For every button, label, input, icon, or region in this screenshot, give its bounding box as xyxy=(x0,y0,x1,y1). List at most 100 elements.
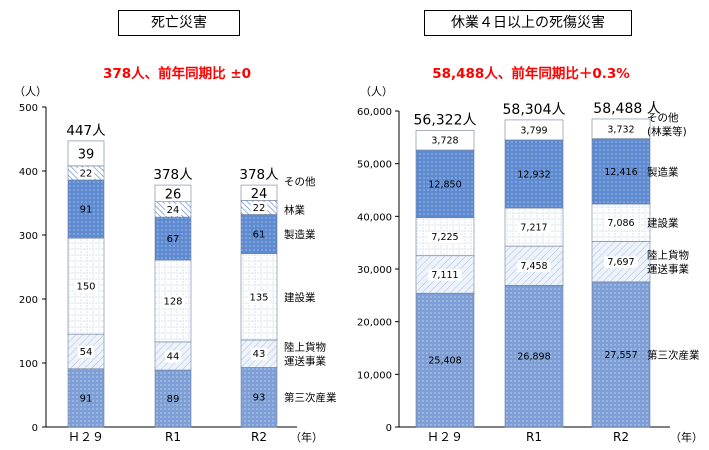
data-label: 25,408 xyxy=(428,356,461,367)
data-label: 26 xyxy=(165,187,182,202)
legend-label: 第三次産業 xyxy=(284,391,337,404)
bar-total-label: 378人 xyxy=(153,167,193,183)
legend-label: 製造業 xyxy=(284,228,316,241)
bar-segment xyxy=(240,214,278,254)
data-label-bg xyxy=(604,256,638,268)
bar-segment xyxy=(415,149,475,218)
stacked-bar-chart-injury: 0 10,000 20,000 30,000 40,000 50,000 60,000 （人）… xyxy=(357,85,703,444)
y-tick-label: 0 xyxy=(386,423,392,434)
data-label: 7,086 xyxy=(607,218,634,229)
data-label: 7,217 xyxy=(520,223,547,234)
data-label-bg xyxy=(517,221,551,234)
y-tick-label: 20,000 xyxy=(357,318,392,329)
bar-total-label: 58,488 人 xyxy=(593,101,660,117)
y-axis-label: （人） xyxy=(14,85,47,98)
data-label: 12,850 xyxy=(428,179,461,190)
data-label: 128 xyxy=(163,296,182,307)
x-category-label: R1 xyxy=(526,430,542,444)
x-unit-label: （年） xyxy=(290,430,323,444)
panel-fatal-accidents: 死亡災害 378人、前年同期比 ±0 0 100 200 300 400 500 （人） 91… xyxy=(0,0,354,450)
bar-segment xyxy=(504,139,564,209)
data-label: 12,416 xyxy=(604,167,637,178)
legend-label: その他 xyxy=(284,175,316,188)
data-label: 12,932 xyxy=(517,169,550,180)
y-tick-label: 0 xyxy=(32,423,38,434)
data-label: 22 xyxy=(253,203,266,214)
data-label-bg xyxy=(161,295,185,308)
data-label: 135 xyxy=(249,292,268,303)
chart-subtitle: 58,488人、前年同期比＋0.3% xyxy=(432,66,630,82)
panel-injury-accidents: 休業４日以上の死傷災害 58,488人、前年同期比＋0.3% 0 10,000 20… xyxy=(354,0,708,450)
legend-label: 建設業 xyxy=(284,291,316,304)
chart-title: 死亡災害 xyxy=(118,10,240,36)
y-tick-label: 40,000 xyxy=(357,212,392,223)
x-category-label: R1 xyxy=(165,430,181,444)
data-label: 44 xyxy=(167,351,180,362)
legend-label: 陸上貨物 xyxy=(284,341,326,354)
y-tick-label: 300 xyxy=(19,231,38,242)
data-label-bg xyxy=(77,345,95,358)
data-label: 7,697 xyxy=(607,257,634,268)
y-tick-label: 100 xyxy=(19,359,38,370)
data-label-bg xyxy=(428,231,462,243)
data-label: 22 xyxy=(80,168,93,179)
data-label: 7,225 xyxy=(431,232,458,243)
data-label-bg xyxy=(250,348,268,361)
data-label: 3,732 xyxy=(607,124,634,135)
legend-label: 第三次産業 xyxy=(647,348,700,361)
legend-label: 運送事業 xyxy=(284,355,326,368)
data-label: 26,898 xyxy=(517,352,550,363)
data-label-bg xyxy=(164,203,182,216)
data-label: 39 xyxy=(78,147,95,162)
bar-total-label: 58,304人 xyxy=(503,102,566,118)
data-label: 150 xyxy=(76,282,95,293)
bar-segment xyxy=(591,138,651,205)
x-category-label: R2 xyxy=(613,430,629,444)
data-label-bg xyxy=(517,124,551,137)
data-label-bg xyxy=(77,167,95,180)
bar-segment xyxy=(67,179,105,239)
data-label-bg xyxy=(164,350,182,363)
legend-label: (林業等) xyxy=(647,125,687,138)
legend-label: 建設業 xyxy=(647,217,679,230)
bar-segment xyxy=(67,368,105,428)
bar-segment xyxy=(415,292,475,428)
y-tick-label: 60,000 xyxy=(357,107,392,118)
legend-label: 製造業 xyxy=(647,165,679,178)
x-category-label: R2 xyxy=(251,430,267,444)
data-label: 24 xyxy=(167,205,180,216)
y-tick-label: 200 xyxy=(19,295,38,306)
data-label: 43 xyxy=(253,349,266,360)
y-tick-label: 400 xyxy=(19,167,38,178)
data-label: 54 xyxy=(80,347,93,358)
data-label: 7,458 xyxy=(520,261,547,272)
data-label-bg xyxy=(517,260,551,272)
bar-total-label: 378人 xyxy=(239,167,279,183)
bar-segment xyxy=(67,140,105,167)
bar-total-label: 56,322人 xyxy=(414,112,477,128)
bar-segment xyxy=(240,184,278,201)
data-label: 89 xyxy=(167,394,180,405)
y-tick-label: 500 xyxy=(19,103,38,114)
data-label: 67 xyxy=(167,234,180,245)
data-label: 7,111 xyxy=(431,270,458,281)
bar-segment xyxy=(504,285,564,428)
bar-segment xyxy=(154,369,192,428)
chart-title: 休業４日以上の死傷災害 xyxy=(424,10,632,36)
legend-label: 林業 xyxy=(284,203,305,216)
bar-segment xyxy=(154,184,192,203)
data-label-bg xyxy=(428,269,462,281)
data-label: 3,728 xyxy=(431,136,458,147)
data-label-bg xyxy=(604,123,638,136)
y-tick-label: 10,000 xyxy=(357,370,392,381)
bar-segment xyxy=(240,367,278,428)
data-label: 91 xyxy=(80,393,93,404)
bar-segment xyxy=(591,281,651,428)
y-axis-label: （人） xyxy=(360,85,393,98)
y-tick-label: 30,000 xyxy=(357,265,392,276)
x-category-label: Ｈ２９ xyxy=(427,430,463,444)
data-label-bg xyxy=(247,291,271,304)
stacked-bar-chart-fatal: 0 100 200 300 400 500 （人） 91 54 150 91 22 39 447人 Ｈ２９ 8… xyxy=(14,85,337,444)
bar-total-label: 447人 xyxy=(66,123,106,139)
y-tick-label: 50,000 xyxy=(357,160,392,171)
